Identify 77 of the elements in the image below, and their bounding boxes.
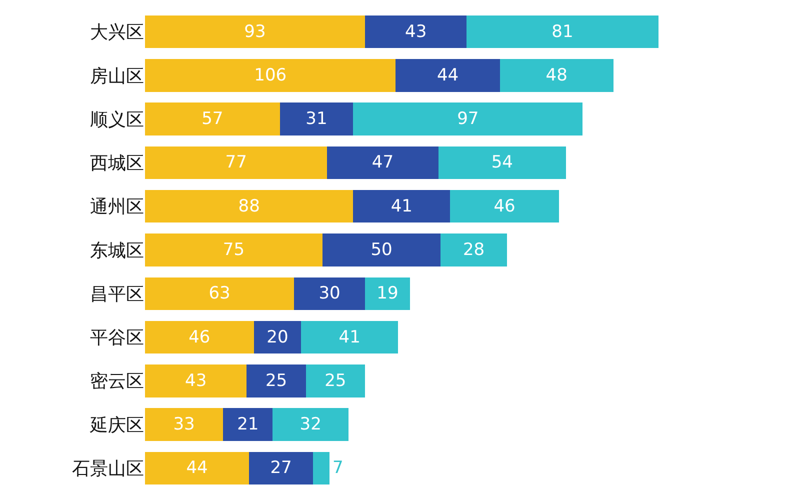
data-label: 31 [306,109,328,130]
bar [145,102,280,136]
bar [450,190,559,223]
bar [280,102,354,136]
y-tick-label: 平谷区 [90,328,144,349]
data-label: 57 [202,109,224,130]
data-label: 46 [188,327,210,348]
data-label: 21 [237,414,259,435]
bar [145,234,322,266]
data-label: 7 [332,458,344,478]
data-label: 106 [254,65,287,86]
y-tick-label: 石景山区 [72,458,144,480]
data-label: 63 [208,284,230,304]
data-label: 93 [244,22,266,42]
y-tick-label: 西城区 [90,153,144,174]
data-label: 75 [222,240,245,260]
data-label: 77 [225,152,247,173]
bar [249,452,313,485]
bar [145,364,247,398]
bar [246,364,306,398]
data-label: 54 [491,152,513,173]
bar [440,234,507,266]
bar [145,59,396,92]
bar [145,452,250,485]
data-label: 32 [300,414,322,435]
data-label: 20 [266,327,288,348]
data-label: 48 [546,65,568,86]
data-label: 41 [390,196,412,216]
data-label: 27 [270,458,292,478]
bar [223,408,273,441]
y-tick-label: 延庆区 [89,414,144,436]
data-label: 19 [376,284,398,304]
bar [301,320,398,354]
y-tick-label: 东城区 [90,240,144,262]
data-label: 43 [405,22,427,42]
data-label: 44 [436,65,459,86]
bar [500,59,614,92]
data-label: 28 [462,240,485,260]
bar [306,364,365,398]
data-label: 25 [324,370,346,391]
bar [145,320,254,354]
data-label: 25 [265,370,288,391]
bar [322,234,441,266]
bar [327,146,438,180]
bar [438,146,566,180]
data-label: 97 [457,109,479,130]
bar [254,320,302,354]
data-label: 44 [186,458,208,478]
bar [145,190,354,223]
y-tick-label: 房山区 [90,66,144,87]
y-tick-label: 大兴区 [90,22,144,44]
data-label: 30 [318,284,340,304]
data-label: 88 [238,196,260,216]
bar [396,59,500,92]
bar [272,408,348,441]
data-label: 41 [338,327,360,348]
data-label: 43 [185,370,207,391]
data-label: 50 [370,240,392,260]
y-tick-label: 昌平区 [90,284,144,305]
data-label: 46 [494,196,516,216]
data-label: 81 [552,22,574,42]
bar [353,190,450,223]
y-tick-label: 密云区 [90,371,144,392]
bar [145,146,328,180]
bar [364,15,467,48]
bar [145,15,365,48]
bar [145,277,294,310]
bar [353,102,583,136]
data-label: 33 [173,414,195,435]
bar [466,15,658,48]
y-tick-label: 通州区 [90,196,144,218]
bar [312,452,330,485]
y-tick-label: 顺义区 [90,109,144,130]
bar [145,408,224,441]
bar [294,277,365,310]
bar [364,277,410,310]
data-label: 47 [372,152,394,173]
